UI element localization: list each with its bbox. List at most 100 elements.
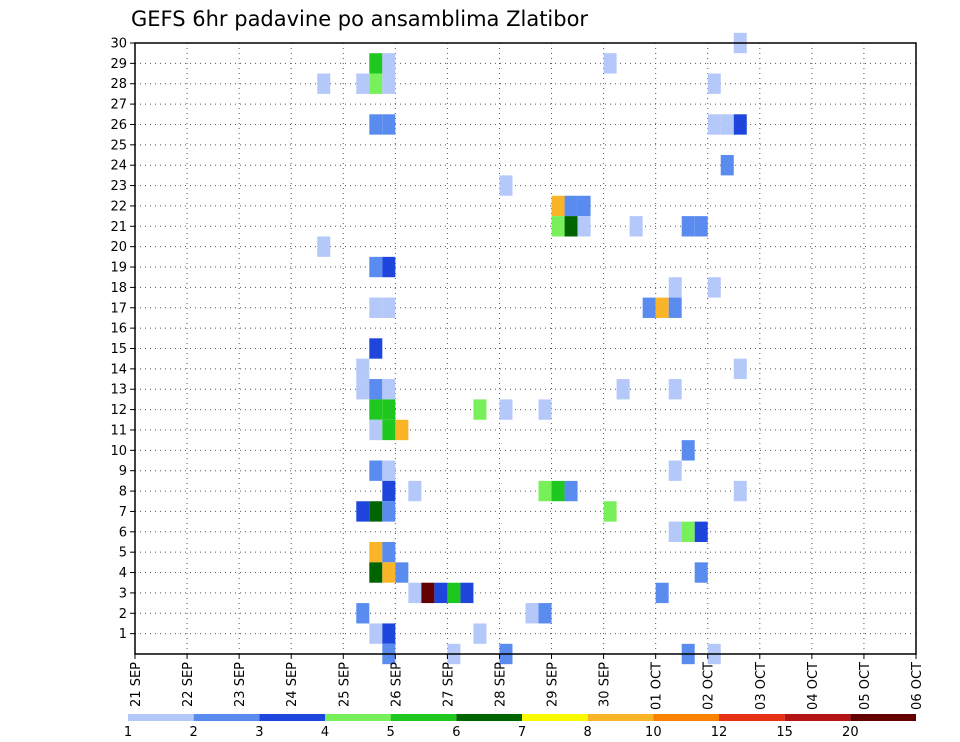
y-tick-label: 11: [110, 423, 127, 438]
y-tick-label: 26: [110, 118, 127, 133]
heatmap-cell: [564, 480, 578, 502]
y-tick-label: 16: [110, 322, 127, 337]
heatmap-cell: [733, 480, 747, 502]
y-tick-label: 14: [110, 362, 127, 377]
heatmap-cell: [382, 419, 396, 441]
heatmap-cell: [369, 379, 383, 400]
heatmap-cell: [707, 114, 721, 135]
heatmap-cell: [317, 73, 331, 94]
x-tick-label: 24 SEP: [285, 662, 300, 707]
heatmap-cell: [382, 256, 396, 278]
heatmap-cell: [369, 114, 383, 135]
x-tick-label: 30 SEP: [598, 662, 613, 707]
heatmap-cell: [382, 480, 396, 502]
heatmap-cell: [694, 521, 708, 542]
heatmap-cell: [681, 216, 695, 237]
colorbar-swatch: [259, 714, 325, 721]
y-axis-ticks: 1234567891011121314151617181920212223242…: [110, 37, 135, 642]
heatmap-cell: [473, 399, 487, 420]
y-tick-label: 2: [119, 607, 127, 622]
x-tick-label: 21 SEP: [129, 662, 144, 707]
y-tick-label: 4: [119, 566, 127, 581]
heatmap-cell: [733, 114, 747, 135]
heatmap-cell: [681, 521, 695, 542]
heatmap-cell: [369, 460, 383, 481]
heatmap-cell: [460, 582, 474, 604]
y-tick-label: 29: [110, 57, 127, 72]
heatmap-cell: [382, 623, 396, 644]
heatmap-cell: [720, 155, 734, 176]
colorbar-label: 1: [124, 725, 132, 740]
y-tick-label: 18: [110, 281, 127, 296]
heatmap-cell: [707, 73, 721, 94]
colorbar-swatch: [522, 714, 588, 721]
heatmap-cell: [369, 399, 383, 420]
y-tick-label: 19: [110, 261, 127, 276]
heatmap-cell: [382, 541, 396, 563]
heatmap-cell: [499, 399, 513, 420]
y-tick-label: 8: [119, 485, 127, 500]
heatmap-cell: [382, 297, 396, 318]
heatmap-cell: [564, 195, 578, 217]
heatmap-cell: [382, 53, 396, 74]
heatmap-cell: [525, 603, 539, 624]
y-tick-label: 27: [110, 98, 127, 113]
x-tick-label: 23 SEP: [233, 662, 248, 707]
heatmap-cell: [616, 379, 630, 400]
colorbar-label: 8: [584, 725, 592, 740]
heatmap-cell: [369, 501, 383, 522]
colorbar-swatch: [193, 714, 260, 721]
heatmap-cell: [408, 480, 422, 502]
heatmap-cell: [382, 379, 396, 400]
heatmap-cell: [369, 419, 383, 441]
chart-title: GEFS 6hr padavine po ansamblima Zlatibor: [131, 7, 588, 31]
y-tick-label: 22: [110, 199, 127, 214]
colorbar-label: 20: [842, 725, 859, 740]
colorbar: 1 2 3 4 5 6 7 8 10 12 15 20: [124, 714, 916, 740]
y-tick-label: 9: [119, 464, 127, 479]
x-tick-label: 02 OCT: [702, 662, 717, 710]
y-tick-label: 1: [119, 627, 127, 642]
heatmap-cell: [369, 541, 383, 563]
heatmap-cell: [694, 562, 708, 583]
heatmap-cell: [538, 603, 552, 624]
y-tick-label: 21: [110, 220, 127, 235]
heatmap-cell: [382, 114, 396, 135]
colorbar-swatch: [390, 714, 457, 721]
y-tick-label: 20: [110, 240, 127, 255]
heatmap-cell: [642, 297, 656, 318]
heatmap-cell: [369, 73, 383, 94]
y-tick-label: 7: [119, 505, 127, 520]
heatmap-cell: [369, 623, 383, 644]
x-tick-label: 28 SEP: [493, 662, 508, 707]
heatmap-cell: [577, 195, 591, 217]
colorbar-label: 4: [321, 725, 329, 740]
colorbar-label: 7: [518, 725, 526, 740]
colorbar-label: 2: [190, 725, 198, 740]
colorbar-swatch: [128, 714, 194, 721]
heatmap-cell: [499, 175, 513, 196]
heatmap-cell: [629, 216, 643, 237]
heatmap-cell: [668, 521, 682, 542]
y-tick-label: 5: [119, 546, 127, 561]
heatmap-cell: [356, 501, 370, 522]
x-tick-label: 06 OCT: [910, 662, 925, 710]
x-tick-label: 05 OCT: [858, 662, 873, 710]
colorbar-swatch: [719, 714, 785, 721]
heatmap-cell: [668, 379, 682, 400]
colorbar-swatch: [850, 714, 916, 721]
colorbar-swatch: [784, 714, 851, 721]
heatmap-cell: [694, 216, 708, 237]
heatmap-cell: [369, 53, 383, 74]
x-tick-label: 04 OCT: [806, 662, 821, 710]
colorbar-swatch: [587, 714, 654, 721]
heatmap-cell: [369, 256, 383, 278]
heatmap-cell: [369, 297, 383, 318]
x-tick-label: 25 SEP: [337, 662, 352, 707]
grid-lines: [135, 42, 916, 654]
y-tick-label: 28: [110, 77, 127, 92]
heatmap-cell: [356, 73, 370, 94]
heatmap-cell: [395, 562, 409, 583]
x-tick-label: 29 SEP: [546, 662, 561, 707]
